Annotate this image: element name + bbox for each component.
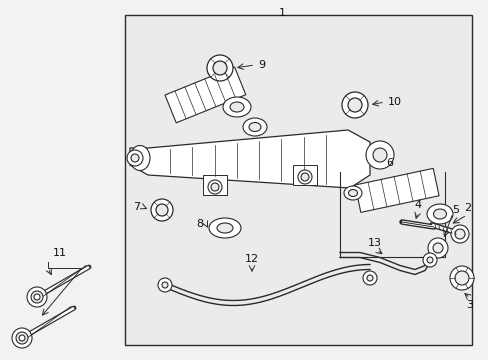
Text: 4: 4 bbox=[414, 200, 421, 210]
Circle shape bbox=[31, 291, 43, 303]
Circle shape bbox=[131, 154, 139, 162]
Text: 1: 1 bbox=[278, 8, 285, 18]
Circle shape bbox=[422, 253, 436, 267]
Circle shape bbox=[19, 335, 25, 341]
Polygon shape bbox=[164, 67, 245, 123]
Circle shape bbox=[210, 183, 219, 191]
Text: 2: 2 bbox=[464, 203, 470, 213]
Text: 8: 8 bbox=[196, 219, 203, 229]
Ellipse shape bbox=[130, 145, 150, 171]
Circle shape bbox=[362, 271, 376, 285]
Ellipse shape bbox=[365, 141, 393, 169]
Bar bbox=[125, 15, 471, 345]
Polygon shape bbox=[354, 168, 438, 212]
Circle shape bbox=[427, 238, 447, 258]
Circle shape bbox=[156, 204, 168, 216]
Ellipse shape bbox=[217, 223, 232, 233]
Circle shape bbox=[158, 278, 172, 292]
Ellipse shape bbox=[208, 218, 241, 238]
Ellipse shape bbox=[343, 186, 361, 200]
Circle shape bbox=[34, 294, 40, 300]
Circle shape bbox=[162, 282, 168, 288]
Circle shape bbox=[449, 266, 473, 290]
Ellipse shape bbox=[372, 148, 386, 162]
Circle shape bbox=[454, 229, 464, 239]
Ellipse shape bbox=[243, 118, 266, 136]
Circle shape bbox=[341, 92, 367, 118]
Text: 9: 9 bbox=[258, 60, 264, 70]
Ellipse shape bbox=[348, 189, 357, 197]
Bar bbox=[292, 165, 316, 185]
Circle shape bbox=[12, 328, 32, 348]
Circle shape bbox=[127, 150, 142, 166]
Polygon shape bbox=[130, 130, 369, 188]
Text: 11: 11 bbox=[53, 248, 67, 258]
Circle shape bbox=[151, 199, 173, 221]
Bar bbox=[203, 175, 226, 195]
Circle shape bbox=[297, 170, 311, 184]
Circle shape bbox=[432, 243, 442, 253]
Circle shape bbox=[16, 332, 28, 344]
Circle shape bbox=[426, 257, 432, 263]
Circle shape bbox=[217, 220, 232, 236]
Ellipse shape bbox=[223, 97, 250, 117]
Text: 10: 10 bbox=[387, 97, 401, 107]
Text: 3: 3 bbox=[466, 300, 472, 310]
Circle shape bbox=[221, 224, 228, 232]
Circle shape bbox=[27, 287, 47, 307]
Ellipse shape bbox=[426, 204, 452, 224]
Circle shape bbox=[206, 55, 232, 81]
Ellipse shape bbox=[433, 209, 446, 219]
Circle shape bbox=[207, 180, 222, 194]
Ellipse shape bbox=[229, 102, 244, 112]
Circle shape bbox=[450, 225, 468, 243]
Text: 5: 5 bbox=[451, 205, 458, 215]
Circle shape bbox=[347, 98, 361, 112]
Text: 6: 6 bbox=[386, 158, 393, 168]
Circle shape bbox=[301, 173, 308, 181]
Circle shape bbox=[213, 61, 226, 75]
Circle shape bbox=[366, 275, 372, 281]
Text: 7: 7 bbox=[133, 202, 140, 212]
Ellipse shape bbox=[248, 122, 261, 131]
Circle shape bbox=[454, 271, 468, 285]
Text: 13: 13 bbox=[367, 238, 381, 248]
Text: 12: 12 bbox=[244, 254, 259, 264]
